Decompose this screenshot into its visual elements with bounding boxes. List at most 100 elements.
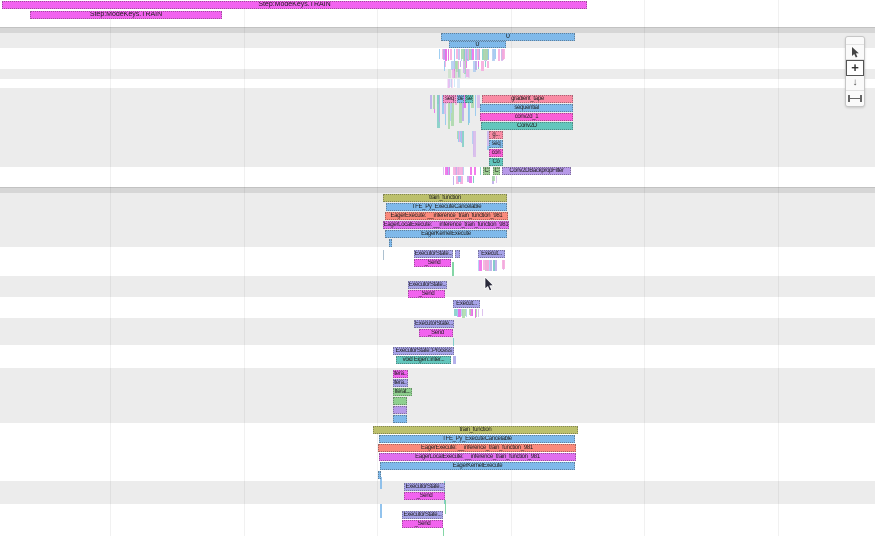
bar-iterat[interactable]: Iterat... bbox=[393, 388, 412, 396]
trace-event-fragment[interactable] bbox=[378, 471, 381, 479]
bar-tfe-py-executecancelable[interactable]: TFE_Py_ExecuteCancelable bbox=[386, 203, 507, 211]
bar-send[interactable]: _Send bbox=[419, 329, 453, 337]
bar-execut[interactable]: Execut... bbox=[478, 250, 505, 258]
zoom-tool-button[interactable]: + bbox=[846, 60, 864, 76]
bar-gradient-tape[interactable]: gradient_tape bbox=[482, 95, 573, 103]
trace-tick bbox=[439, 95, 441, 122]
trace-tick bbox=[450, 79, 452, 88]
bar-conv2dbackpropfilter[interactable]: Conv2DBackpropFilter bbox=[502, 167, 571, 175]
bar-executorstate[interactable]: ExecutorState... bbox=[402, 511, 443, 519]
bar-c[interactable]: C bbox=[493, 167, 500, 175]
bar-c[interactable]: C bbox=[483, 167, 490, 175]
bar-eagerkernelexecute[interactable]: EagerKernelExecute bbox=[385, 230, 507, 238]
trace-event-fragment[interactable] bbox=[393, 406, 407, 414]
trace-event-fragment[interactable] bbox=[389, 239, 392, 247]
trace-tick bbox=[441, 95, 444, 115]
bar-label: EagerKernelExecute bbox=[421, 231, 471, 237]
track-band bbox=[0, 297, 875, 319]
trace-tick bbox=[447, 95, 450, 129]
bar-0[interactable]: 0 bbox=[449, 41, 506, 48]
bar-conv2d[interactable]: Conv2D bbox=[481, 122, 573, 130]
trace-tick bbox=[456, 49, 459, 60]
trace-tick bbox=[447, 49, 449, 61]
bar-de[interactable]: de bbox=[457, 95, 464, 103]
bar-eagerexecute-inference-train-function-981[interactable]: EagerExecute: __inference_train_function… bbox=[385, 212, 508, 220]
bar-0[interactable]: 0 bbox=[441, 33, 575, 41]
bar-label: 0 bbox=[475, 41, 480, 48]
bar-send[interactable]: _Send bbox=[404, 492, 445, 500]
bar-label: EagerKernelExecute bbox=[452, 463, 503, 469]
bar-eagerkernelexecute[interactable]: EagerKernelExecute bbox=[380, 462, 575, 470]
timing-tool-button[interactable] bbox=[846, 91, 864, 106]
bar-eagerexecute-inference-train-function-981[interactable]: EagerExecute: __inference_train_function… bbox=[378, 444, 576, 452]
trace-tick bbox=[449, 79, 452, 88]
bar-label: ExecutorState... bbox=[414, 251, 453, 257]
trace-tick bbox=[456, 61, 460, 72]
bar-conv2d-1[interactable]: conv2d_1 bbox=[480, 113, 573, 121]
bar-itera[interactable]: Itera... bbox=[393, 370, 408, 378]
bar-con[interactable]: con bbox=[489, 149, 503, 157]
bar-g[interactable]: g... bbox=[489, 131, 503, 139]
trace-tick bbox=[486, 61, 489, 68]
bar-eagerlocalexecute-inference-train-function-981[interactable]: EagerLocalExecute: __inference_train_fun… bbox=[383, 221, 509, 229]
bar-execut[interactable]: Execut... bbox=[453, 300, 480, 308]
trace-tick bbox=[474, 167, 476, 175]
bar-seq[interactable]: seq bbox=[443, 95, 456, 103]
trace-tick bbox=[470, 49, 472, 60]
bar-train-function[interactable]: train_function bbox=[373, 426, 578, 434]
trace-tick bbox=[463, 49, 467, 60]
select-tool-button[interactable] bbox=[846, 45, 864, 60]
bar-label: ExecutorState... bbox=[415, 321, 453, 327]
trace-tick bbox=[458, 131, 462, 142]
bar-sequential[interactable]: sequential bbox=[480, 104, 573, 112]
trace-tick bbox=[462, 95, 464, 121]
bar-seq[interactable]: seq bbox=[489, 140, 503, 148]
trace-tick bbox=[451, 79, 454, 88]
trace-tick bbox=[469, 309, 473, 316]
pan-tool-button[interactable]: ↓ bbox=[846, 76, 864, 91]
trace-tick bbox=[445, 167, 449, 175]
bar-tfe-py-executecancelable[interactable]: TFE_Py_ExecuteCancelable bbox=[379, 435, 575, 443]
bar-send[interactable]: _Send bbox=[414, 259, 451, 267]
bar-executorstate[interactable]: ExecutorState... bbox=[404, 483, 445, 491]
trace-tick bbox=[445, 500, 446, 514]
bar-executorstate-process[interactable]: ExecutorState::Process bbox=[393, 347, 454, 355]
track-band bbox=[0, 193, 875, 248]
bar-train-function[interactable]: train_function bbox=[383, 194, 507, 202]
trace-tick bbox=[466, 309, 468, 317]
bar-send[interactable]: _Send bbox=[408, 290, 445, 298]
bar-co[interactable]: Co bbox=[489, 158, 503, 166]
trace-tick bbox=[461, 131, 463, 143]
bar-label: void Eigen::inter... bbox=[402, 357, 445, 363]
bar-step-modekeys-train[interactable]: Step:ModeKeys.TRAIN bbox=[2, 1, 587, 9]
trace-tick bbox=[437, 95, 441, 128]
trace-event-fragment[interactable] bbox=[393, 415, 407, 423]
trace-tick bbox=[444, 61, 447, 68]
bar-eagerlocalexecute-inference-train-function-981[interactable]: EagerLocalExecute: __inference_train_fun… bbox=[379, 453, 576, 461]
bar-label: Step:ModeKeys.TRAIN bbox=[258, 1, 331, 8]
trace-event-fragment[interactable] bbox=[455, 250, 460, 258]
trace-tick bbox=[472, 61, 476, 72]
trace-tick bbox=[454, 79, 456, 88]
bar-executorstate[interactable]: ExecutorState... bbox=[408, 281, 447, 289]
trace-tick bbox=[501, 260, 505, 269]
trace-tick bbox=[457, 309, 461, 317]
trace-tick bbox=[463, 95, 467, 109]
bar-itera[interactable]: Itera... bbox=[393, 379, 408, 387]
trace-tick bbox=[456, 79, 460, 88]
trace-tick bbox=[476, 95, 480, 108]
bar-send[interactable]: _Send bbox=[402, 520, 443, 528]
bar-executorstate[interactable]: ExecutorState... bbox=[414, 320, 454, 328]
bar-executorstate[interactable]: ExecutorState... bbox=[414, 250, 453, 258]
measure-icon bbox=[848, 95, 862, 102]
tool-palette: + ↓ bbox=[845, 36, 865, 107]
bar-step-modekeys-train[interactable]: Step:ModeKeys.TRAIN bbox=[30, 11, 222, 19]
bar-label: Co bbox=[492, 159, 500, 165]
bar-se[interactable]: se bbox=[465, 95, 473, 103]
bar-void-eigen-inter[interactable]: void Eigen::inter... bbox=[396, 356, 451, 364]
trace-event-fragment[interactable] bbox=[393, 397, 407, 405]
trace-tick bbox=[459, 176, 463, 185]
trace-tick bbox=[500, 49, 503, 61]
trace-tick bbox=[443, 167, 445, 175]
